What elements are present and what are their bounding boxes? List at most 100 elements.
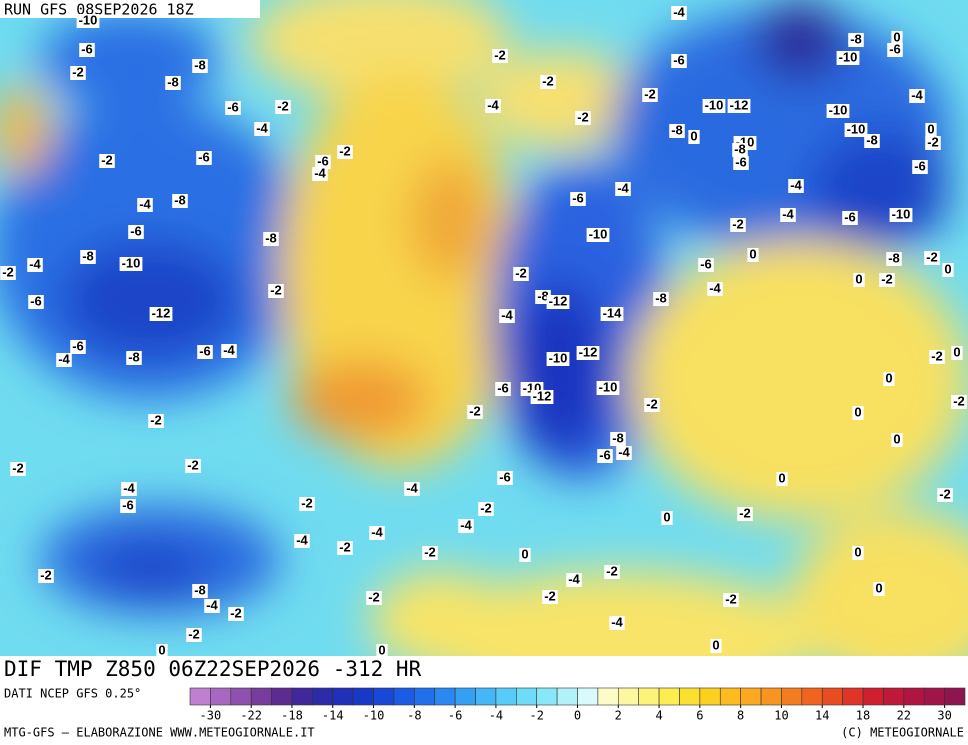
- contour-label-box: [149, 307, 173, 321]
- contour-label-text: -2: [150, 412, 162, 427]
- credit: MTG-GFS – ELABORAZIONE WWW.METEOGIORNALE…: [4, 726, 315, 740]
- contour-label: -8: [165, 74, 181, 90]
- colorbar-swatch: [393, 687, 415, 706]
- contour-label-box: [422, 546, 438, 560]
- contour-label-box: [99, 154, 115, 168]
- contour-label-text: -4: [296, 532, 308, 547]
- contour-label-text: -6: [130, 223, 142, 238]
- contour-label: -12: [530, 388, 554, 404]
- contour-label-box: [315, 155, 331, 169]
- contour-label-text: -6: [317, 153, 329, 168]
- contour-label-text: -6: [673, 52, 685, 67]
- contour-label: -2: [929, 348, 945, 364]
- contour-label-box: [600, 307, 624, 321]
- colorbar-swatch: [556, 687, 578, 706]
- contour-label-box: [929, 350, 945, 364]
- contour-label: -2: [937, 486, 953, 502]
- contour-label-text: -8: [194, 57, 206, 72]
- contour-label-box: [610, 432, 626, 446]
- contour-label: 0: [942, 261, 954, 277]
- contour-label: -8: [848, 31, 864, 47]
- contour-label: -10: [76, 12, 100, 28]
- contour-label-text: -10: [839, 49, 858, 64]
- contour-label: -2: [337, 539, 353, 555]
- contour-label: -2: [0, 264, 16, 280]
- contour-label: -2: [879, 271, 895, 287]
- contour-label: -8: [80, 248, 96, 264]
- contour-label-text: -6: [700, 256, 712, 271]
- contour-label: 0: [891, 431, 903, 447]
- contour-label: -2: [422, 544, 438, 560]
- colorbar-swatch: [373, 687, 395, 706]
- contour-label: 0: [156, 642, 168, 658]
- colorbar-swatch: [577, 687, 599, 706]
- contour-label-text: -4: [709, 280, 721, 295]
- contour-label-text: -4: [782, 206, 794, 221]
- contour-label-text: -2: [646, 396, 658, 411]
- contour-label: -2: [604, 563, 620, 579]
- contour-label: -10: [119, 255, 143, 271]
- contour-label-box: [853, 273, 865, 287]
- contour-label: -10: [586, 226, 610, 242]
- contour-label-box: [376, 644, 388, 658]
- contour-label-text: -2: [469, 403, 481, 418]
- colorbar-swatch: [597, 687, 619, 706]
- contour-label-text: -8: [537, 288, 549, 303]
- contour-label-box: [925, 136, 941, 150]
- contour-label-text: -2: [577, 109, 589, 124]
- contour-label-box: [148, 414, 164, 428]
- colorbar-swatch: [352, 687, 374, 706]
- contour-label: -4: [137, 196, 153, 212]
- contour-label: 0: [852, 404, 864, 420]
- contour-label-text: -2: [40, 567, 52, 582]
- contour-label-text: -8: [82, 248, 94, 263]
- contour-label: -2: [492, 47, 508, 63]
- contour-label-box: [268, 284, 284, 298]
- contour-label-box: [951, 395, 967, 409]
- contour-label-box: [79, 43, 95, 57]
- contour-label-text: -4: [460, 517, 472, 532]
- contour-label-text: -8: [174, 192, 186, 207]
- contour-label-text: -4: [139, 196, 151, 211]
- contour-label: -8: [864, 132, 880, 148]
- contour-label-box: [192, 584, 208, 598]
- contour-label-text: -4: [123, 480, 135, 495]
- contour-label: -2: [925, 134, 941, 150]
- contour-label-box: [56, 353, 72, 367]
- contour-label-text: -6: [122, 497, 134, 512]
- contour-label: -6: [497, 469, 513, 485]
- contour-label: -10: [596, 379, 620, 395]
- contour-label-box: [883, 372, 895, 386]
- contour-label: -2: [513, 265, 529, 281]
- contour-label-text: -6: [81, 41, 93, 56]
- contour-label-box: [864, 134, 880, 148]
- contour-label-box: [570, 192, 586, 206]
- contour-label-box: [723, 593, 739, 607]
- colorbar-swatch: [210, 687, 232, 706]
- contour-label-text: -4: [223, 342, 235, 357]
- contour-label-box: [586, 228, 610, 242]
- title-box: [0, 656, 458, 684]
- contour-label-box: [937, 488, 953, 502]
- contour-label-text: -8: [850, 31, 862, 46]
- contour-label: -14: [600, 305, 624, 321]
- contour-label-box: [925, 123, 937, 137]
- contour-label: 0: [873, 580, 885, 596]
- contour-label-text: 0: [875, 580, 882, 595]
- colorbar-label: 10: [774, 709, 788, 723]
- contour-label-box: [263, 232, 279, 246]
- contour-label-box: [165, 76, 181, 90]
- contour-label-box: [225, 101, 241, 115]
- contour-label-text: -4: [911, 87, 923, 102]
- contour-label: 0: [688, 128, 700, 144]
- colorbar-label: -8: [407, 709, 421, 723]
- contour-label: -2: [70, 64, 86, 80]
- contour-label-text: -4: [673, 4, 685, 19]
- colorbar-swatch: [271, 687, 293, 706]
- contour-label-box: [852, 406, 864, 420]
- contour-label: -12: [576, 344, 600, 360]
- contour-label-box: [221, 344, 237, 358]
- colorbar-swatch: [454, 687, 476, 706]
- contour-label: -2: [644, 396, 660, 412]
